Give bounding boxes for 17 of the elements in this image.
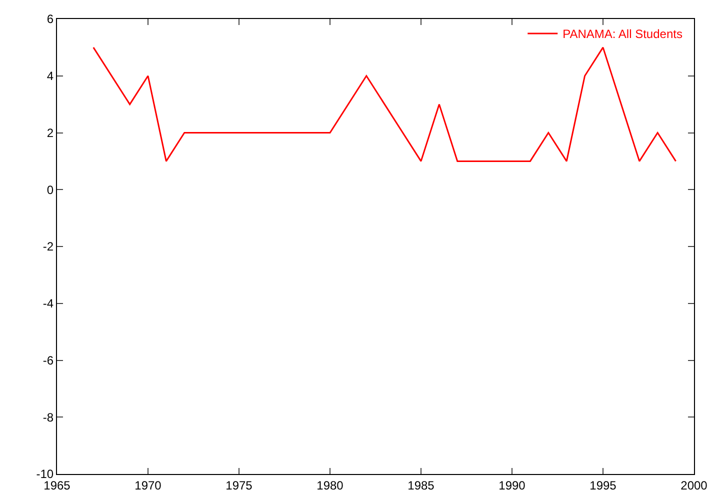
legend-label: PANAMA: All Students [562, 27, 682, 42]
x-tick-label: 2000 [680, 478, 708, 492]
y-tick-label: -2 [42, 240, 54, 254]
y-tick-label: 2 [46, 126, 54, 140]
x-tick-label: 1975 [226, 478, 253, 492]
y-tick-label: -6 [42, 353, 54, 368]
x-tick-label: 1980 [316, 478, 344, 492]
x-tick-label: 1970 [134, 478, 162, 492]
y-tick-label: 6 [46, 12, 54, 26]
x-tick-label: 1985 [408, 478, 435, 492]
y-tick-label: 4 [46, 69, 54, 84]
line-series [92, 46, 677, 162]
x-tick-label: 1990 [498, 478, 526, 492]
y-tick-label: 0 [46, 182, 54, 197]
x-tick-label: 1995 [590, 478, 617, 492]
y-tick-label: -4 [42, 296, 54, 311]
y-tick-label: -8 [42, 410, 54, 424]
